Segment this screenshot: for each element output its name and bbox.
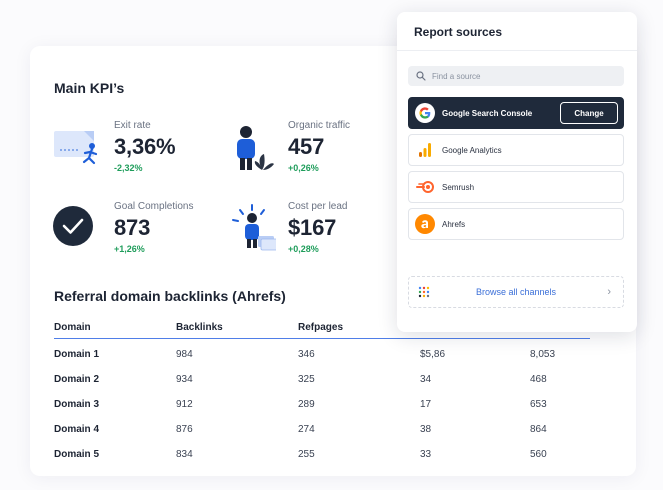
change-button[interactable]: Change bbox=[560, 102, 618, 124]
table-cell: 274 bbox=[298, 424, 315, 435]
column-header: Backlinks bbox=[176, 318, 298, 339]
source-name: Semrush bbox=[442, 182, 475, 192]
table-cell: 468 bbox=[530, 374, 547, 385]
kpi-label: Organic traffic bbox=[288, 120, 351, 131]
table-cell: 8,053 bbox=[530, 349, 556, 360]
table-row: Domain 3 912 289 17 653 bbox=[54, 392, 590, 417]
table-cell: 38 bbox=[420, 424, 432, 435]
table-cell: Domain 4 bbox=[54, 424, 100, 435]
kpi-change: +1,26% bbox=[114, 244, 145, 254]
report-sources-panel: Report sources Find a source Google Sear… bbox=[397, 12, 637, 332]
kpi-label: Exit rate bbox=[114, 120, 151, 131]
semrush-icon bbox=[414, 176, 436, 198]
source-name: Ahrefs bbox=[442, 219, 466, 229]
source-item-semrush[interactable]: Semrush bbox=[408, 171, 624, 203]
browse-all-channels-button[interactable]: Browse all channels › bbox=[408, 276, 624, 308]
table-cell: 17 bbox=[420, 399, 432, 410]
kpi-value: 457 bbox=[288, 134, 325, 159]
table-cell: 834 bbox=[176, 449, 193, 460]
table-cell: 984 bbox=[176, 349, 193, 360]
kpi-label: Goal Completions bbox=[114, 201, 194, 212]
backlinks-table: Domain Backlinks Refpages Domain 1 984 3… bbox=[54, 318, 590, 467]
cost-per-lead-illustration bbox=[232, 204, 276, 251]
kpi-value: 873 bbox=[114, 215, 151, 240]
kpi-change: -2,32% bbox=[114, 163, 143, 173]
table-cell: Domain 5 bbox=[54, 449, 100, 460]
table-cell: Domain 3 bbox=[54, 399, 100, 410]
table-row: Domain 5 834 255 33 560 bbox=[54, 442, 590, 467]
source-name: Google Search Console bbox=[442, 108, 533, 118]
kpi-value: $167 bbox=[288, 215, 337, 240]
table-cell: 325 bbox=[298, 374, 315, 385]
exit-rate-illustration bbox=[54, 131, 98, 165]
divider bbox=[397, 50, 637, 51]
table-row: Domain 1 984 346 $5,86 8,053 bbox=[54, 339, 590, 368]
source-name: Google Analytics bbox=[442, 145, 502, 155]
table-cell: Domain 1 bbox=[54, 349, 100, 360]
source-item-google-search-console[interactable]: Google Search Console Change bbox=[408, 97, 624, 129]
table-cell: 255 bbox=[298, 449, 315, 460]
table-cell: 876 bbox=[176, 424, 193, 435]
source-item-ahrefs[interactable]: Ahrefs bbox=[408, 208, 624, 240]
kpi-change: +0,28% bbox=[288, 244, 319, 254]
table-cell: 560 bbox=[530, 449, 547, 460]
table-cell: 653 bbox=[530, 399, 547, 410]
table-row: Domain 4 876 274 38 864 bbox=[54, 417, 590, 442]
google-icon bbox=[414, 102, 436, 124]
search-placeholder: Find a source bbox=[432, 71, 481, 81]
analytics-icon bbox=[414, 139, 436, 161]
organic-traffic-illustration bbox=[237, 126, 274, 170]
source-item-google-analytics[interactable]: Google Analytics bbox=[408, 134, 624, 166]
kpi-label: Cost per lead bbox=[288, 201, 348, 212]
column-header: Domain bbox=[54, 318, 176, 339]
browse-label: Browse all channels bbox=[475, 287, 557, 297]
main-kpis-title: Main KPI’s bbox=[54, 80, 125, 96]
backlinks-title: Referral domain backlinks (Ahrefs) bbox=[54, 288, 286, 304]
table-cell: 34 bbox=[420, 374, 432, 385]
checkmark-icon bbox=[53, 206, 93, 246]
table-row: Domain 2 934 325 34 468 bbox=[54, 367, 590, 392]
panel-title: Report sources bbox=[414, 25, 503, 39]
table-cell: 346 bbox=[298, 349, 315, 360]
table-cell: Domain 2 bbox=[54, 374, 100, 385]
column-header: Refpages bbox=[298, 318, 420, 339]
table-cell: 864 bbox=[530, 424, 547, 435]
grid-icon bbox=[418, 286, 430, 298]
table-cell: $5,86 bbox=[420, 349, 446, 360]
table-cell: 289 bbox=[298, 399, 315, 410]
search-input[interactable]: Find a source bbox=[408, 66, 624, 86]
table-cell: 33 bbox=[420, 449, 432, 460]
ahrefs-icon bbox=[414, 213, 436, 235]
search-icon bbox=[416, 71, 426, 81]
table-cell: 912 bbox=[176, 399, 193, 410]
kpi-value: 3,36% bbox=[114, 134, 176, 159]
chevron-right-icon: › bbox=[607, 286, 611, 298]
kpi-change: +0,26% bbox=[288, 163, 319, 173]
table-cell: 934 bbox=[176, 374, 193, 385]
